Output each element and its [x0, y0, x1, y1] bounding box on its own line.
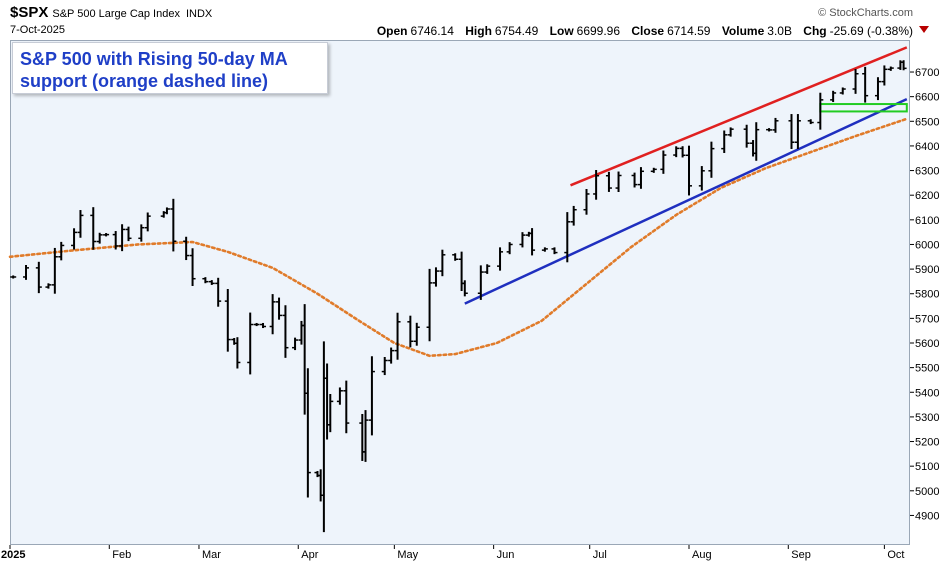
ma50-line: [8, 117, 909, 358]
lower-trendline: [464, 97, 908, 305]
y-tick-label: 6500: [915, 116, 939, 128]
x-tick-label: Sep: [791, 549, 811, 561]
annotation-box: S&P 500 with Rising 50-day MA support (o…: [12, 42, 328, 94]
chart-date: 7-Oct-2025: [10, 24, 66, 36]
x-tick-label: Oct: [887, 549, 904, 561]
change-value: -25.69 (-0.38%): [829, 24, 913, 38]
y-tick-label: 5800: [915, 289, 939, 301]
y-tick-label: 6200: [915, 190, 939, 202]
high-value: 6754.49: [494, 24, 539, 38]
volume-value: 3.0B: [767, 24, 792, 38]
y-tick-label: 5000: [915, 486, 939, 498]
ticker-symbol: $SPX: [10, 4, 49, 21]
y-tick-label: 6000: [915, 239, 939, 251]
open-label: Open: [376, 24, 408, 38]
y-tick-label: 6600: [915, 92, 939, 104]
x-tick-label: Feb: [112, 549, 131, 561]
x-tick-label: 2025: [1, 549, 25, 561]
volume-label: Volume: [721, 24, 765, 38]
change-label: Chg: [803, 24, 827, 38]
x-tick-label: Jul: [593, 549, 607, 561]
x-tick-label: Apr: [301, 549, 318, 561]
annotation-line-1: S&P 500 with Rising 50-day MA: [20, 49, 288, 69]
y-tick-label: 5100: [915, 461, 939, 473]
plot-area: [10, 40, 910, 545]
y-tick-label: 4900: [915, 510, 939, 522]
x-tick-label: Aug: [692, 549, 712, 561]
y-tick-label: 5200: [915, 437, 939, 449]
close-value: 6714.59: [667, 24, 711, 38]
brand-label: © StockCharts.com: [818, 7, 913, 19]
y-tick-label: 5900: [915, 264, 939, 276]
y-tick-label: 5400: [915, 387, 939, 399]
y-tick-label: 6100: [915, 215, 939, 227]
x-tick-label: May: [397, 549, 418, 561]
x-tick-label: Jun: [497, 549, 515, 561]
y-tick-label: 5500: [915, 363, 939, 375]
y-tick-label: 5600: [915, 338, 939, 350]
low-label: Low: [549, 24, 574, 38]
y-tick-label: 6700: [915, 67, 939, 79]
chart-header: $SPX S&P 500 Large Cap Index INDX 7-Oct-20…: [0, 0, 947, 40]
symbol-line: $SPX S&P 500 Large Cap Index INDX: [10, 4, 212, 21]
open-value: 6746.14: [410, 24, 454, 38]
upper-trendline: [570, 46, 908, 187]
annotation-line-2: support (orange dashed line): [20, 71, 269, 91]
high-label: High: [465, 24, 492, 38]
index-name: S&P 500 Large Cap Index: [52, 8, 180, 20]
x-tick-label: Mar: [202, 549, 221, 561]
y-tick-label: 5300: [915, 412, 939, 424]
close-label: Close: [631, 24, 665, 38]
y-tick-label: 5700: [915, 313, 939, 325]
y-tick-label: 6400: [915, 141, 939, 153]
exchange-label: INDX: [185, 8, 213, 20]
low-value: 6699.96: [576, 24, 621, 38]
ohlc-readout: Open 6746.14 High 6754.49 Low 6699.96 Close…: [369, 24, 913, 38]
y-tick-label: 6300: [915, 166, 939, 178]
down-arrow-icon: [919, 26, 929, 33]
